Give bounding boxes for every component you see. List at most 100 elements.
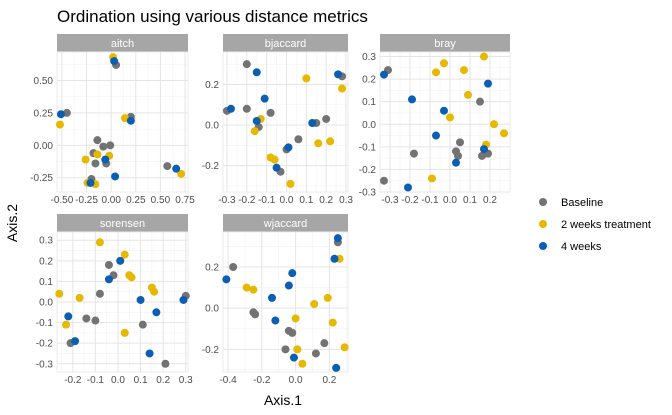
panel-wjaccard: wjaccard -0.4 -0.2 0.0 0.2 -0.2 0.0 0.2 [202,214,349,386]
data-point [242,104,251,113]
data-point [452,147,460,156]
data-point [260,94,269,103]
data-point [490,120,498,129]
data-point [95,289,104,298]
data-point [111,172,120,181]
panel-background [379,51,511,193]
x-tick-label: -0.1 [87,375,105,386]
strip-label-sorensen: sorensen [100,218,145,230]
data-point [302,74,311,83]
y-tick-label: 0.25 [34,108,54,119]
y-tick-label: -0.1 [36,318,54,329]
x-tick-label: 0.0 [443,195,457,206]
panel-sorensen: sorensen -0.2 -0.1 0.0 0.1 0.2 0.3 -0.3 -0.2 -0.1… [36,214,193,386]
data-point [446,113,454,122]
data-point [252,116,261,125]
strip-aitch [57,34,188,52]
data-point [480,145,488,154]
x-tick-label: 0.0 [289,375,303,386]
data-point [242,283,251,292]
data-point [64,312,73,321]
data-point [478,151,486,160]
x-tick-label: -0.25 [75,195,98,206]
data-point [242,60,251,69]
data-point [460,66,468,75]
x-tick-label: 0.1 [134,375,148,386]
data-point [440,106,448,115]
data-point [432,68,440,77]
data-point [172,164,181,173]
legend-entry: Baseline [539,197,603,209]
x-tick-label: 0.1 [299,195,313,206]
data-point [404,183,412,192]
data-point [82,314,91,323]
data-point [179,295,188,304]
data-point [91,159,100,168]
data-point [93,136,102,145]
data-point [177,169,186,178]
data-point [380,176,388,185]
data-point [138,320,147,329]
x-tick-label: -0.3 [218,195,236,206]
data-point [328,318,337,327]
data-point [136,295,145,304]
y-tick-label: 0.00 [34,141,54,152]
x-tick-label: 0.2 [156,375,170,386]
data-point [310,300,319,309]
data-point [99,142,108,151]
data-point [333,234,342,243]
legend-entry: 2 weeks treatment [539,219,651,231]
y-tick-label: 0.2 [39,256,53,267]
data-point [252,68,261,77]
data-point [334,70,343,79]
data-point [326,137,335,146]
y-tick-label: -0.1 [359,142,377,153]
data-point [81,155,90,164]
data-point [267,293,276,302]
data-point [456,138,464,147]
data-point [284,143,293,152]
legend-key [539,242,547,250]
panel-bray: bray-0.3 -0.2 -0.1 0.0 0.1 0.2-0.3-0.2-0.10.0… [359,34,511,206]
data-point [464,90,472,99]
data-point [322,114,331,123]
data-point [120,328,129,337]
data-point [320,339,329,348]
data-point [476,97,484,106]
data-point [163,162,172,171]
y-tick-label: -0.2 [202,161,220,172]
data-point [249,285,258,294]
x-tick-label: 0.75 [175,195,195,206]
y-tick-label: 0.2 [205,80,219,91]
data-point [270,155,279,164]
data-point [452,158,460,167]
x-tick-label: 0.2 [483,195,497,206]
data-point [116,256,125,265]
y-tick-label: -0.3 [36,359,54,370]
data-point [250,127,259,136]
data-point [91,316,100,325]
data-point [428,174,436,183]
data-point [289,353,298,362]
y-tick-label: 0.3 [362,52,376,63]
data-point [484,79,492,88]
x-tick-label: 0.0 [111,375,125,386]
data-point [152,308,161,317]
y-tick-label: 0.0 [362,120,376,131]
strip-wjaccard [223,214,348,232]
strip-label-bray: bray [434,38,456,50]
legend-label: 4 weeks [561,241,602,253]
data-point [161,359,170,368]
x-tick-label: -0.50 [51,195,74,206]
data-point [380,70,388,79]
y-tick-label: 0.2 [362,75,376,86]
data-point [330,254,339,263]
x-tick-label: 0.3 [179,375,193,386]
data-point [291,314,300,323]
x-tick-label: -0.2 [401,195,419,206]
strip-label-wjaccard: wjaccard [263,218,307,230]
x-tick-label: -0.3 [381,195,399,206]
data-point [440,59,448,68]
x-tick-label: 0.1 [463,195,477,206]
